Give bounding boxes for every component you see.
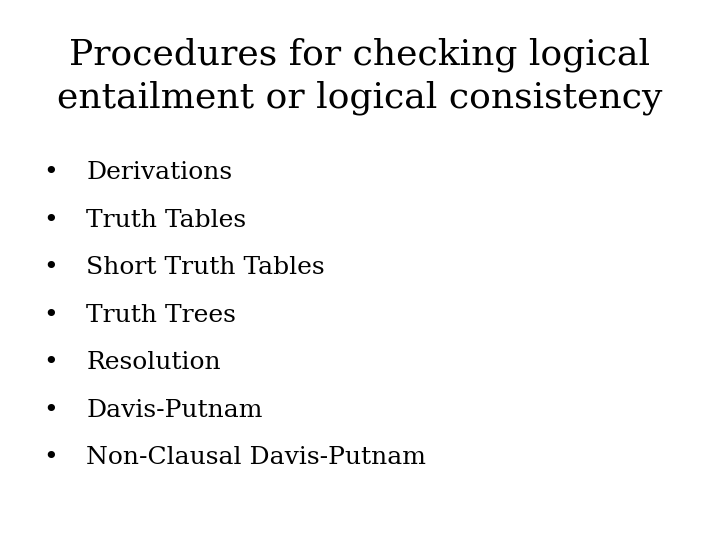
Text: •: • [43,209,58,232]
Text: Short Truth Tables: Short Truth Tables [86,256,325,279]
Text: Derivations: Derivations [86,161,233,184]
Text: Truth Trees: Truth Trees [86,304,236,327]
Text: Truth Tables: Truth Tables [86,209,246,232]
Text: •: • [43,304,58,327]
Text: Davis-Putnam: Davis-Putnam [86,399,263,422]
Text: Resolution: Resolution [86,352,221,374]
Text: •: • [43,447,58,469]
Text: Non-Clausal Davis-Putnam: Non-Clausal Davis-Putnam [86,447,426,469]
Text: Procedures for checking logical
entailment or logical consistency: Procedures for checking logical entailme… [58,38,662,115]
Text: •: • [43,352,58,374]
Text: •: • [43,256,58,279]
Text: •: • [43,399,58,422]
Text: •: • [43,161,58,184]
